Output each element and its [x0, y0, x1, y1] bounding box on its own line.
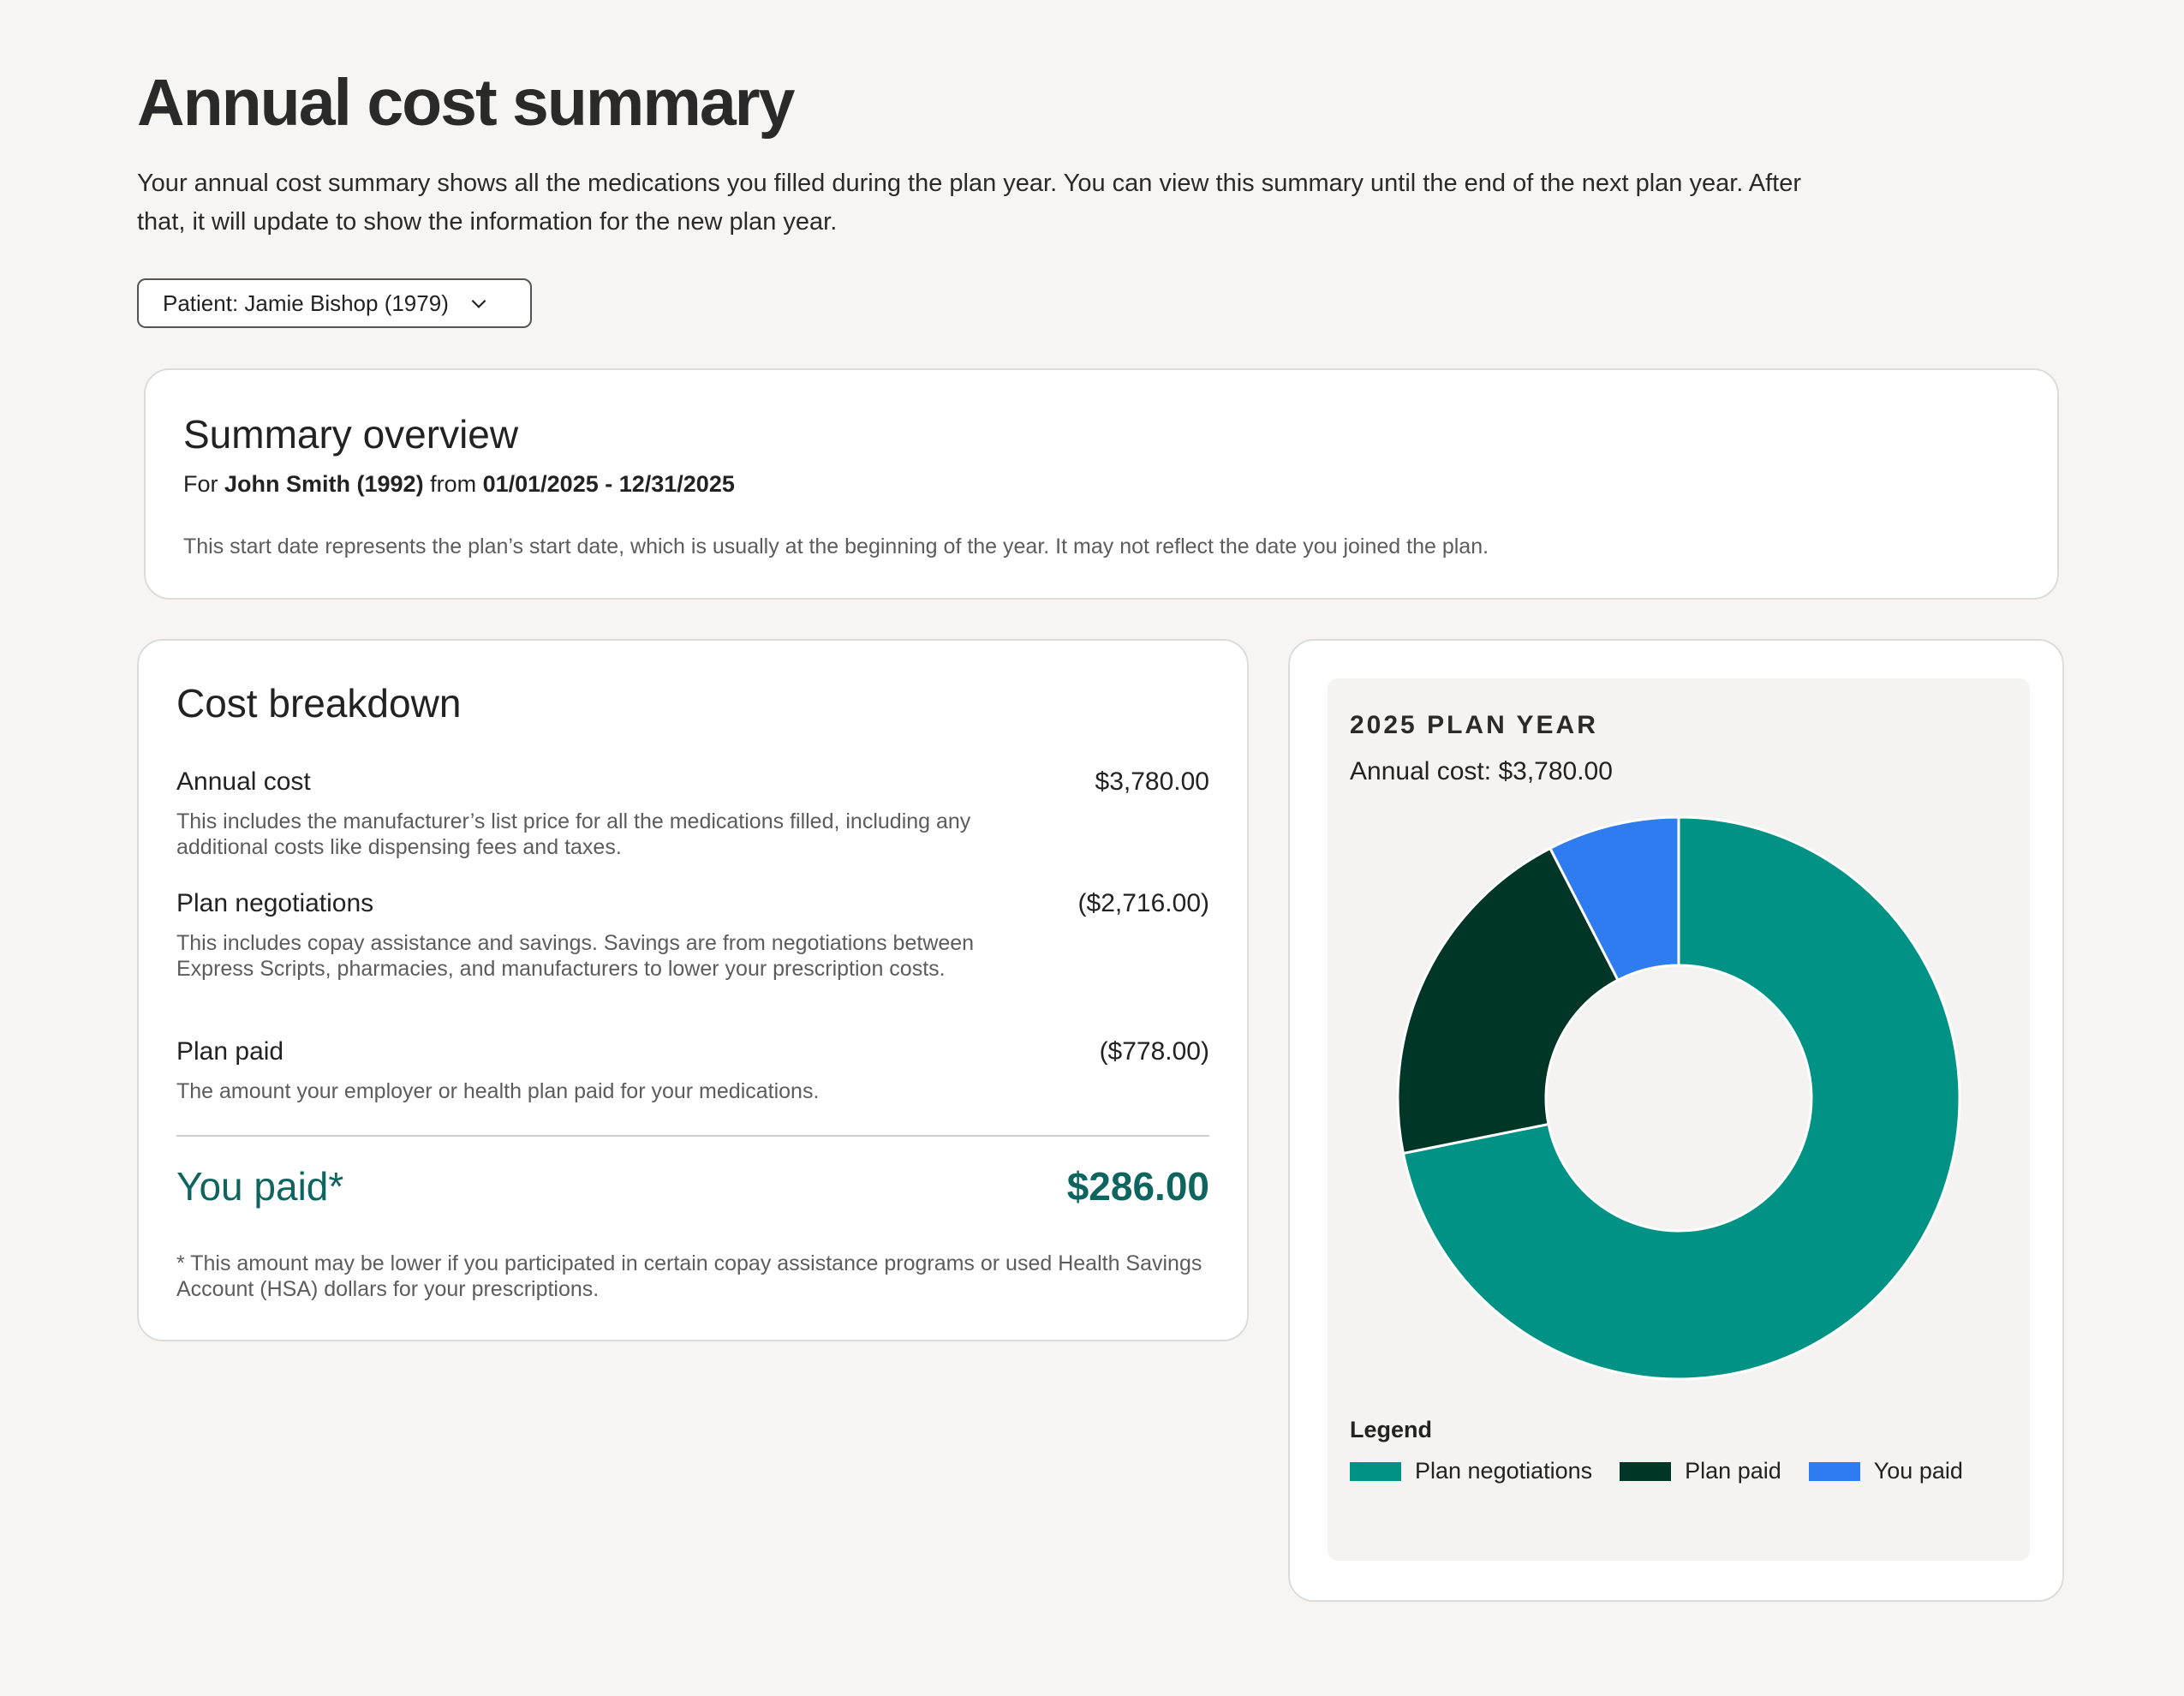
plan-year-chart-card: 2025 PLAN YEAR Annual cost: $3,780.00 Le… [1288, 639, 2064, 1602]
legend-item-plan-negotiations: Plan negotiations [1350, 1458, 1592, 1484]
chart-annual-cost: Annual cost: $3,780.00 [1350, 757, 1613, 786]
from-text: from [430, 471, 477, 497]
annual-cost-value: $3,780.00 [1095, 767, 1209, 796]
annual-cost-label: Annual cost [176, 767, 311, 796]
cost-breakdown-card: Cost breakdown Annual cost $3,780.00 Thi… [137, 639, 1249, 1341]
chevron-down-icon [471, 299, 486, 308]
summary-overview-card: Summary overview For John Smith (1992) f… [144, 368, 2059, 600]
legend-label-you-paid: You paid [1873, 1458, 1963, 1484]
summary-note: This start date represents the plan’s st… [183, 534, 1489, 558]
chart-panel: 2025 PLAN YEAR Annual cost: $3,780.00 Le… [1328, 678, 2030, 1561]
plan-negotiations-label: Plan negotiations [176, 889, 374, 917]
chart-annual-value: $3,780.00 [1498, 757, 1613, 785]
you-paid-label: You paid* [176, 1164, 344, 1209]
divider [176, 1135, 1209, 1137]
plan-negotiations-desc: This includes copay assistance and savin… [176, 931, 975, 981]
for-prefix: For [183, 471, 218, 497]
legend-item-you-paid: You paid [1808, 1458, 1963, 1484]
legend-label-plan-paid: Plan paid [1685, 1458, 1781, 1484]
donut-slice-you-paid [1548, 815, 1680, 982]
chart-annual-label: Annual cost: [1350, 757, 1492, 785]
plan-paid-label: Plan paid [176, 1037, 284, 1066]
patient-select-label: Patient: Jamie Bishop (1979) [163, 290, 449, 316]
annual-cost-desc: This includes the manufacturer’s list pr… [176, 809, 971, 859]
plan-paid-desc: The amount your employer or health plan … [176, 1079, 820, 1103]
chart-legend: Plan negotiations Plan paid You paid [1350, 1458, 1990, 1484]
page-title: Annual cost summary [137, 66, 795, 140]
donut-slice-plan-negotiations [1401, 815, 1961, 1381]
donut-chart [1396, 815, 1961, 1381]
legend-swatch-plan-paid [1620, 1461, 1672, 1481]
legend-item-plan-paid: Plan paid [1620, 1458, 1781, 1484]
legend-swatch-you-paid [1808, 1461, 1860, 1481]
legend-label-plan-negotiations: Plan negotiations [1415, 1458, 1593, 1484]
breakdown-title: Cost breakdown [176, 681, 462, 726]
footnote: * This amount may be lower if you partic… [176, 1251, 1202, 1301]
date-range: 01/01/2025 - 12/31/2025 [482, 471, 735, 497]
you-paid-value: $286.00 [1066, 1164, 1209, 1209]
legend-swatch-plan-negotiations [1350, 1461, 1401, 1481]
summary-title: Summary overview [183, 412, 519, 457]
plan-year-heading: 2025 PLAN YEAR [1350, 711, 1598, 739]
summary-member-line: For John Smith (1992) from 01/01/2025 - … [183, 471, 735, 498]
donut-slice-plan-paid [1396, 846, 1620, 1156]
plan-negotiations-value: ($2,716.00) [1077, 889, 1209, 917]
page-intro: Your annual cost summary shows all the m… [137, 170, 1802, 236]
patient-select-dropdown[interactable]: Patient: Jamie Bishop (1979) [137, 278, 532, 328]
plan-paid-value: ($778.00) [1099, 1037, 1209, 1066]
legend-title: Legend [1350, 1417, 1433, 1442]
member-name: John Smith (1992) [224, 471, 424, 497]
